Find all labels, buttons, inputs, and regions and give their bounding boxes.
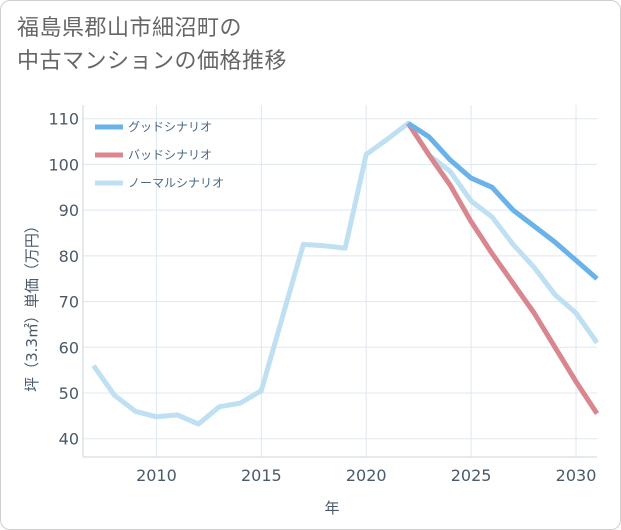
legend-label-good: グッドシナリオ bbox=[128, 120, 212, 134]
series-line-bad bbox=[406, 121, 600, 415]
y-tick-label: 40 bbox=[59, 430, 79, 449]
series-line-good bbox=[406, 121, 599, 281]
y-tick-label: 70 bbox=[59, 293, 79, 312]
chart-title-line-2: 中古マンションの価格推移 bbox=[17, 49, 288, 74]
y-tick-label: 100 bbox=[48, 155, 79, 174]
x-tick-label: 2025 bbox=[451, 466, 492, 485]
x-tick-label: 2010 bbox=[136, 466, 177, 485]
x-tick-label: 2020 bbox=[346, 466, 387, 485]
y-axis-label: 坪（3.3㎡）単価（万円） bbox=[23, 218, 41, 392]
x-axis-label: 年 bbox=[324, 499, 339, 517]
legend-label-normal: ノーマルシナリオ bbox=[128, 176, 224, 190]
y-tick-label: 110 bbox=[48, 110, 79, 129]
x-tick-label: 2030 bbox=[556, 466, 597, 485]
chart-title: 福島県郡山市細沼町の 中古マンションの価格推移 bbox=[17, 12, 287, 78]
series-lines bbox=[91, 120, 600, 427]
legend-label-bad: バッドシナリオ bbox=[128, 148, 212, 162]
chart-title-line-1: 福島県郡山市細沼町の bbox=[17, 16, 243, 41]
x-tick-label: 2015 bbox=[241, 466, 282, 485]
grid-lines bbox=[83, 105, 597, 457]
y-tick-label: 50 bbox=[59, 384, 79, 403]
tick-labels: 40 50 60 70 80 90 100 110 2010 2015 2020 2025 2030 bbox=[48, 110, 596, 485]
y-tick-label: 90 bbox=[59, 201, 79, 220]
y-tick-label: 60 bbox=[59, 338, 79, 357]
axes bbox=[82, 105, 597, 458]
series-line-normal bbox=[91, 120, 600, 427]
y-tick-label: 80 bbox=[59, 247, 79, 266]
